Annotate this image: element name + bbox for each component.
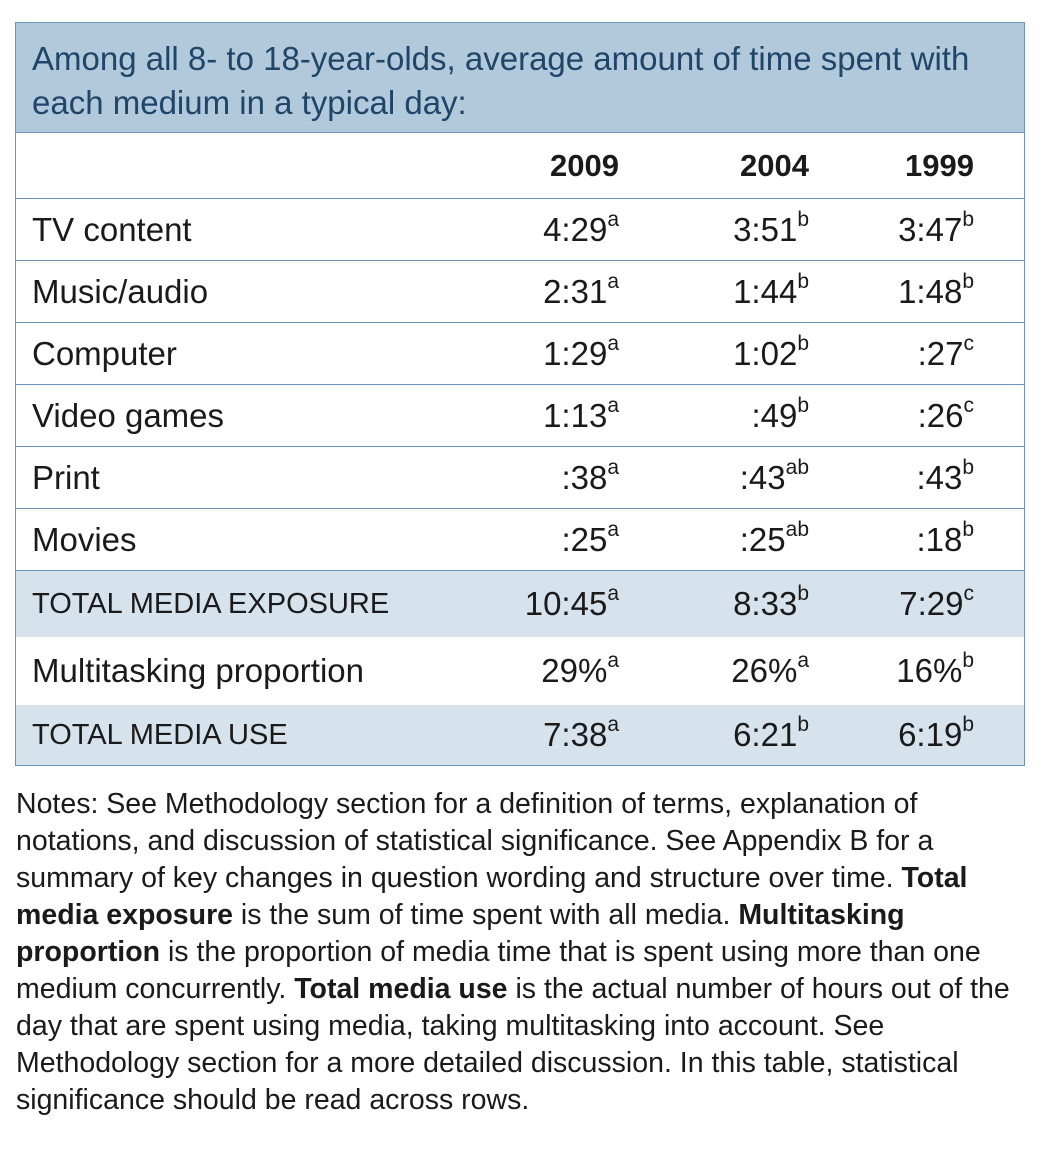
row-label: Music/audio [32,272,209,310]
table-row-total-media-exposure: TOTAL MEDIA EXPOSURE 10:45 a 8:33 b 7:29 c [16,571,1024,637]
value-text: :43 [916,458,963,496]
value-text: 2:31 [543,272,608,310]
value-2004: :25 ab [739,517,809,558]
term-total-media-use: Total media use [294,973,508,1005]
value-text: 1:48 [898,272,963,310]
value-2009: 4:29 a [543,207,619,248]
value-text: :38 [561,458,608,496]
table-row-movies: Movies :25 a :25 ab :18 b [16,509,1024,571]
table-notes: Notes: See Methodology section for a def… [16,786,1026,1119]
value-text: 8:33 [733,585,798,622]
value-1999: 16% b [896,649,974,689]
row-label: TV content [32,210,192,248]
value-2004: 6:21 b [733,713,809,753]
notes-text: is the sum of time spent with all media. [233,899,739,931]
row-label: Movies [32,520,137,558]
value-1999: 3:47 b [898,207,974,248]
value-1999: :26 c [917,393,974,434]
row-label: TOTAL MEDIA USE [32,718,288,751]
value-text: 7:29 [899,585,964,622]
value-text: 1:13 [543,396,608,434]
notes-text: is the proportion of media time that is … [16,936,981,1005]
value-2009: 10:45 a [524,582,619,622]
value-text: 4:29 [543,210,608,248]
value-text: 1:44 [733,272,798,310]
value-text: 29% [541,652,608,689]
value-2004: :43 ab [739,455,809,496]
value-2009: 1:13 a [543,393,619,434]
table-row-tv-content: TV content 4:29 a 3:51 b 3:47 b [16,199,1024,261]
value-1999: 7:29 c [899,582,974,622]
row-label: TOTAL MEDIA EXPOSURE [32,587,390,620]
row-label: Multitasking proportion [32,652,364,689]
table-row-music-audio: Music/audio 2:31 a 1:44 b 1:48 b [16,261,1024,323]
row-label: Video games [32,396,225,434]
column-header-row: 2009 2004 1999 [16,133,1024,199]
value-2004: :49 b [751,393,809,434]
table-row-computer: Computer 1:29 a 1:02 b :27 c [16,323,1024,385]
value-2004: 1:44 b [733,269,809,310]
value-2009: 7:38 a [543,713,619,753]
value-2009: :25 a [561,517,619,558]
table-row-total-media-use: TOTAL MEDIA USE 7:38 a 6:21 b 6:19 b [16,705,1024,765]
value-1999: 6:19 b [898,713,974,753]
value-text: 10:45 [524,585,608,622]
value-text: 16% [896,652,963,689]
value-text: :43 [739,458,786,496]
value-2009: 1:29 a [543,331,619,372]
value-text: 6:19 [898,716,963,753]
value-text: :25 [561,520,608,558]
value-2009: :38 a [561,455,619,496]
value-2004: 26% a [731,649,809,689]
value-1999: :18 b [916,517,974,558]
value-2004: 8:33 b [733,582,809,622]
value-text: :49 [751,396,798,434]
column-header-2004: 2004 [740,147,809,183]
table-row-multitasking-proportion: Multitasking proportion 29% a 26% a 16% b [16,637,1024,705]
value-2009: 29% a [541,649,619,689]
value-text: 1:29 [543,334,608,372]
value-text: 6:21 [733,716,798,753]
column-header-2009: 2009 [550,147,619,183]
value-text: :25 [739,520,786,558]
row-label: Computer [32,334,177,372]
value-1999: :27 c [917,331,974,372]
value-2004: 3:51 b [733,207,809,248]
table-row-print: Print :38 a :43 ab :43 b [16,447,1024,509]
value-2009: 2:31 a [543,269,619,310]
value-text: :26 [917,396,964,434]
value-1999: :43 b [916,455,974,496]
value-text: :18 [916,520,963,558]
value-text: 1:02 [733,334,798,372]
value-text: 3:47 [898,210,963,248]
column-header-1999: 1999 [905,147,974,183]
notes-text: is the actual number of hours out of the… [16,973,1010,1116]
term-total-media-exposure: Total media exposure [16,862,968,931]
value-text: 26% [731,652,798,689]
value-text: 3:51 [733,210,798,248]
value-1999: 1:48 b [898,269,974,310]
term-multitasking-proportion: Multitasking proportion [16,899,905,968]
value-text: 7:38 [543,716,608,753]
row-label: Print [32,458,100,496]
media-time-table: Among all 8- to 18-year-olds, average am… [15,22,1025,766]
notes-text: Notes: See Methodology section for a def… [16,788,934,894]
table-row-video-games: Video games 1:13 a :49 b :26 c [16,385,1024,447]
table-title: Among all 8- to 18-year-olds, average am… [16,23,1024,133]
value-text: :27 [917,334,964,372]
value-2004: 1:02 b [733,331,809,372]
